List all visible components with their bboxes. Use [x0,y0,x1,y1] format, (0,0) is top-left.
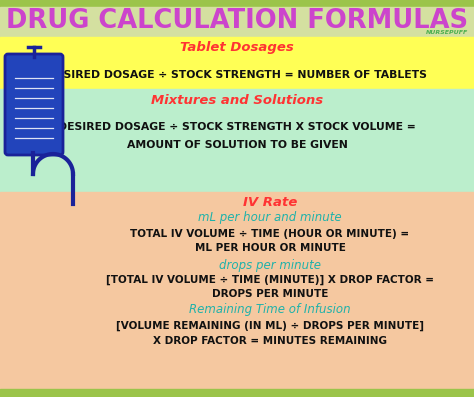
Text: X DROP FACTOR = MINUTES REMAINING: X DROP FACTOR = MINUTES REMAINING [153,336,387,346]
Text: NURSEPUFF: NURSEPUFF [426,30,468,35]
Bar [0,0,474,7]
Text: [TOTAL IV VOLUME ÷ TIME (MINUTE)] X DROP FACTOR =: [TOTAL IV VOLUME ÷ TIME (MINUTE)] X DROP… [106,275,434,285]
Text: ML PER HOUR OR MINUTE: ML PER HOUR OR MINUTE [194,243,346,253]
Text: AMOUNT OF SOLUTION TO BE GIVEN: AMOUNT OF SOLUTION TO BE GIVEN [127,140,347,150]
Bar [0,37,474,89]
Text: Remaining Time of Infusion: Remaining Time of Infusion [189,303,351,316]
Text: DESIRED DOSAGE ÷ STOCK STRENGTH = NUMBER OF TABLETS: DESIRED DOSAGE ÷ STOCK STRENGTH = NUMBER… [47,70,427,80]
Bar [0,192,474,389]
Text: Mixtures and Solutions: Mixtures and Solutions [151,94,323,106]
FancyBboxPatch shape [5,54,63,155]
Text: mL per hour and minute: mL per hour and minute [198,212,342,224]
Bar [0,89,474,192]
Text: DROPS PER MINUTE: DROPS PER MINUTE [212,289,328,299]
Bar [0,389,474,397]
Text: TOTAL IV VOLUME ÷ TIME (HOUR OR MINUTE) =: TOTAL IV VOLUME ÷ TIME (HOUR OR MINUTE) … [130,229,410,239]
Text: drops per minute: drops per minute [219,258,321,272]
Text: Tablet Dosages: Tablet Dosages [180,40,294,54]
Bar [0,7,474,37]
Text: DRUG CALCULATION FORMULAS: DRUG CALCULATION FORMULAS [6,8,468,34]
Text: DESIRED DOSAGE ÷ STOCK STRENGTH X STOCK VOLUME =: DESIRED DOSAGE ÷ STOCK STRENGTH X STOCK … [58,122,416,132]
Text: [VOLUME REMAINING (IN ML) ÷ DROPS PER MINUTE]: [VOLUME REMAINING (IN ML) ÷ DROPS PER MI… [116,321,424,331]
Text: IV Rate: IV Rate [243,197,297,210]
